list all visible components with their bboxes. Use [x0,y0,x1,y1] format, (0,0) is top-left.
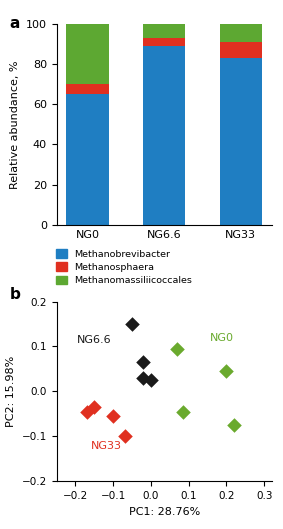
Point [141,373,146,382]
Y-axis label: Relative abundance, %: Relative abundance, % [10,60,20,188]
X-axis label: PC1: 28.76%: PC1: 28.76% [128,507,200,517]
Point [130,320,134,328]
Text: NG33: NG33 [91,441,122,451]
Bar [67,84,109,94]
Point [141,358,146,367]
Point [92,403,97,412]
Bar [143,46,185,225]
Point [181,407,185,416]
Bar [220,42,262,58]
Bar [220,58,262,225]
Point [232,421,236,430]
Point [85,407,89,416]
Point [224,367,229,376]
Text: a: a [9,16,20,31]
Bar [220,24,262,42]
Text: b: b [9,287,20,302]
Point [175,344,180,353]
Legend: Methanobrevibacter, Methanosphaera, Methanomassiliicoccales: Methanobrevibacter, Methanosphaera, Meth… [56,249,192,285]
Bar [67,24,109,84]
Bar [143,24,185,38]
Y-axis label: PC2: 15.98%: PC2: 15.98% [6,356,16,427]
Point [149,376,153,385]
Text: NG6.6: NG6.6 [77,335,112,345]
Bar [67,94,109,225]
Point [122,432,127,441]
Text: NG0: NG0 [209,333,233,343]
Point [111,412,115,421]
Bar [143,38,185,46]
